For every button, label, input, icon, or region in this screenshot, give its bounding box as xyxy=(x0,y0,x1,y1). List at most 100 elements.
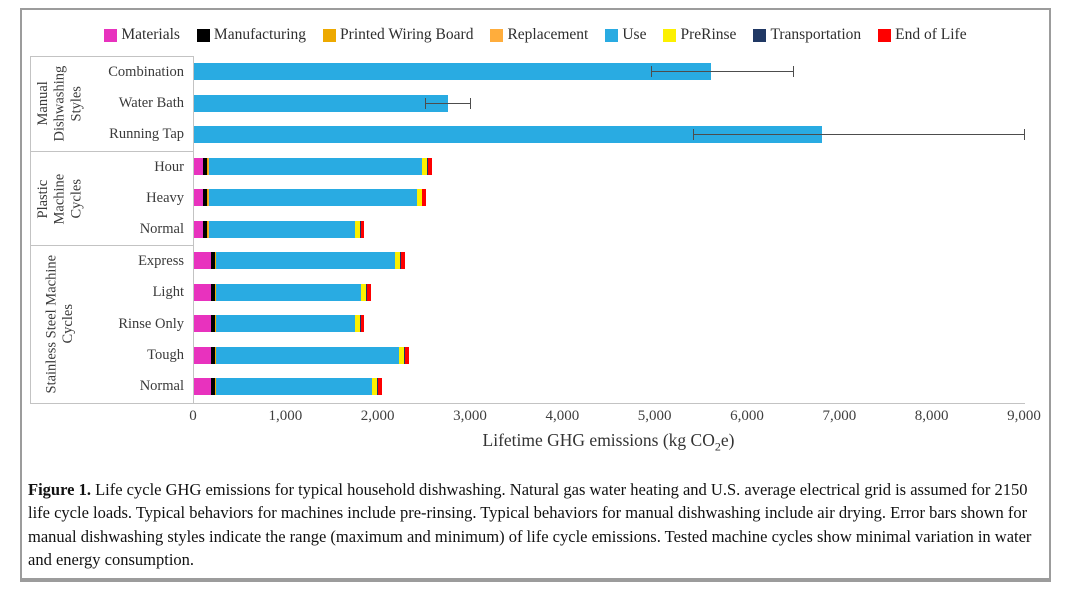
bar-segment-materials xyxy=(194,378,212,395)
bar-segment-use xyxy=(208,157,423,175)
bar-row xyxy=(194,88,1025,120)
bar-segment-materials xyxy=(194,283,212,301)
bar-segment-manufacturing xyxy=(211,283,215,301)
bar-row xyxy=(194,308,1025,340)
legend-item-transportation: Transportation xyxy=(753,26,861,44)
bar-segment-replacement xyxy=(215,252,217,269)
x-axis-title-suffix: e) xyxy=(720,429,735,450)
row-label: Normal xyxy=(139,220,184,237)
x-tick-label: 3,000 xyxy=(453,407,487,424)
error-bar-cap-min xyxy=(651,66,653,77)
legend-label-materials: Materials xyxy=(121,26,180,43)
bar-row xyxy=(194,277,1025,309)
axis-group-row-labels: Express Light Rinse Only Tough Normal xyxy=(89,246,193,403)
bar-segment-end_of_life xyxy=(401,252,405,269)
bar-segment-use xyxy=(216,378,373,395)
error-bar-cap-min xyxy=(692,129,694,140)
stacked-bar xyxy=(194,220,365,238)
axis-group-title: Manual Dishwashing Styles xyxy=(34,65,85,142)
row-label: Normal xyxy=(139,378,184,395)
bar-segment-replacement xyxy=(215,378,217,395)
legend-item-prerinse: PreRinse xyxy=(663,26,736,44)
bar-segment-materials xyxy=(194,315,212,332)
bar-row xyxy=(194,214,1025,246)
bar-segment-manufacturing xyxy=(203,157,208,175)
bar-segment-printed_wiring_board xyxy=(214,378,216,395)
x-tick-label: 1,000 xyxy=(268,407,303,424)
x-tick-label: 9,000 xyxy=(1007,407,1041,424)
bar-segment-transportation xyxy=(400,252,402,269)
bar-segment-use xyxy=(208,189,417,206)
bar-segment-replacement xyxy=(208,157,209,175)
stacked-bar xyxy=(194,378,382,395)
error-bar-cap-max xyxy=(1023,129,1025,140)
legend-swatch-prerinse xyxy=(663,28,677,42)
x-axis-ticks: 0 1,000 2,000 3,000 4,000 5,000 6,000 7,000 8,00… xyxy=(189,404,1041,426)
bar-segment-manufacturing xyxy=(211,315,215,332)
bar-row xyxy=(194,182,1025,214)
chart-legend: Materials Manufacturing Printed Wiring Boa… xyxy=(22,24,1049,46)
bar-row xyxy=(194,56,1025,88)
bar-segment-transportation xyxy=(377,378,379,395)
bar-segment-transportation xyxy=(427,157,428,175)
bar-segment-use xyxy=(194,63,712,80)
stacked-bar xyxy=(194,189,427,206)
row-label: Hour xyxy=(154,158,184,175)
bar-segment-manufacturing xyxy=(211,252,215,269)
axis-group: Stainless Steel Machine Cycles Express Lig… xyxy=(31,245,193,403)
x-tick-label: 2,000 xyxy=(360,407,395,424)
x-tick-label: 0 xyxy=(189,407,197,424)
row-label: Light xyxy=(152,284,184,301)
bar-segment-prerinse xyxy=(361,283,367,301)
axis-group-row-labels: Combination Water Bath Running Tap xyxy=(89,57,193,151)
bar-segment-transportation xyxy=(366,283,367,301)
legend-label-replacement: Replacement xyxy=(507,26,589,43)
bar-segment-end_of_life xyxy=(360,315,365,332)
error-bar-cap-max xyxy=(793,66,795,77)
bar-segment-transportation xyxy=(359,220,361,238)
stacked-bar xyxy=(194,346,409,364)
bar-row xyxy=(194,151,1025,183)
stacked-bar xyxy=(194,315,365,332)
bar-segment-use xyxy=(208,220,355,238)
bar-segment-prerinse xyxy=(354,220,360,238)
x-axis-title-subscript: 2 xyxy=(714,439,721,453)
bar-segment-replacement xyxy=(215,315,217,332)
legend-swatch-transportation xyxy=(753,28,767,42)
bar-segment-manufacturing xyxy=(211,346,215,364)
legend-label-prerinse: PreRinse xyxy=(680,26,737,43)
legend-item-materials: Materials xyxy=(104,26,180,44)
x-tick-label: 4,000 xyxy=(545,407,580,424)
error-bar xyxy=(692,129,1025,140)
axis-group: Plastic Machine Cycles Hour Heavy Normal xyxy=(31,150,193,246)
stacked-bar xyxy=(194,157,432,175)
bar-segment-materials xyxy=(194,346,212,364)
bar-segment-prerinse xyxy=(422,157,428,175)
x-tick-label: 7,000 xyxy=(822,407,857,424)
axis-group-title: Stainless Steel Machine Cycles xyxy=(43,254,76,394)
error-bar xyxy=(651,66,795,77)
bar-segment-manufacturing xyxy=(211,378,215,395)
legend-label-end_of_life: End of Life xyxy=(895,26,967,43)
error-bar-cap-min xyxy=(424,97,426,109)
bar-segment-manufacturing xyxy=(203,189,208,206)
bar-segment-printed_wiring_board xyxy=(207,220,209,238)
legend-label-manufacturing: Manufacturing xyxy=(213,26,307,43)
axis-group-title: Plastic Machine Cycles xyxy=(34,172,85,224)
legend-swatch-use xyxy=(605,28,619,42)
bar-segment-prerinse xyxy=(399,346,405,364)
bar-segment-printed_wiring_board xyxy=(214,315,216,332)
bar-segment-printed_wiring_board xyxy=(214,346,216,364)
chart-area: Manual Dishwashing Styles Combination Wate… xyxy=(22,56,1049,404)
stacked-bar xyxy=(194,126,822,143)
legend-swatch-end_of_life xyxy=(878,28,892,42)
legend-item-manufacturing: Manufacturing xyxy=(196,26,307,44)
bar-segment-use xyxy=(216,283,362,301)
error-bar-cap-max xyxy=(469,97,471,109)
figure-caption-label: Figure 1. xyxy=(28,480,91,499)
legend-item-replacement: Replacement xyxy=(490,26,588,44)
axis-group: Manual Dishwashing Styles Combination Wate… xyxy=(31,56,193,151)
legend-swatch-materials xyxy=(104,28,118,42)
bar-segment-transportation xyxy=(404,346,405,364)
stacked-bar xyxy=(194,63,712,80)
